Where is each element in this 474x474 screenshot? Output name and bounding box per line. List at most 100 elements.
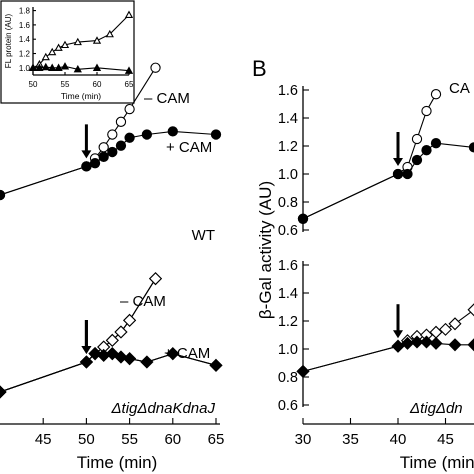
- data-point: [115, 140, 127, 151]
- annotation-1: + CAM: [166, 139, 212, 156]
- annotation-0: – CAM: [120, 293, 166, 310]
- panel-b-y-tick-label: 0.6: [278, 223, 298, 239]
- inset-x-axis-label: Time (min): [61, 91, 101, 101]
- data-point: [296, 364, 310, 378]
- data-point: [421, 105, 432, 117]
- series-line-0: [32, 14, 130, 69]
- data-point: [107, 146, 118, 158]
- panel-a-x-tick-label: 60: [164, 431, 181, 448]
- panel-a-x-tick-label: 65: [208, 431, 225, 448]
- annotation-2: WT: [192, 227, 215, 244]
- data-point: [41, 62, 50, 71]
- data-point: [150, 62, 161, 73]
- inset-x-tick-label: 50: [29, 80, 38, 89]
- data-point: [209, 358, 223, 372]
- annotation-0: CA: [449, 80, 470, 97]
- panel-b-top-chart: 0.6 0.8 1.0 1.2 1.4 1.6 CA: [278, 80, 474, 239]
- data-point: [438, 322, 453, 336]
- arrow-head: [81, 346, 92, 354]
- data-point: [148, 272, 163, 286]
- data-point: [105, 333, 119, 347]
- data-point: [124, 103, 135, 115]
- data-point: [0, 385, 7, 399]
- data-point: [89, 158, 101, 169]
- data-point: [392, 168, 404, 180]
- panel-a-x-tick-label: 55: [121, 431, 138, 448]
- panel-b-y-tick-label: 0.6: [278, 398, 298, 414]
- data-point: [73, 64, 82, 73]
- panel-b-y-tick-label: 1.4: [278, 111, 298, 127]
- data-point: [114, 325, 128, 339]
- data-point: [402, 168, 413, 180]
- annotation-1: + CAM: [164, 345, 210, 362]
- data-point: [448, 338, 462, 352]
- panel-a-x-axis-label: Time (min): [77, 453, 158, 472]
- panel-b-x-tick-label: 30: [295, 431, 312, 448]
- inset-y-tick-label: 1.8: [19, 7, 31, 16]
- data-point: [166, 347, 180, 361]
- panel-a-bottom-chart: – CAM + CAM ΔtigΔdnaKdnaJ 45 50 55 60 65 Time (m…: [0, 272, 225, 472]
- data-point: [79, 355, 93, 369]
- data-point: [448, 317, 462, 331]
- data-point: [167, 126, 178, 137]
- data-point: [419, 335, 434, 349]
- series-line-0: [302, 309, 474, 372]
- panel-b-y-tick-label: 1.2: [278, 139, 298, 155]
- data-point: [467, 338, 474, 352]
- data-point: [41, 52, 50, 61]
- data-point: [124, 66, 134, 74]
- data-point: [54, 63, 63, 71]
- data-point: [60, 40, 70, 49]
- data-point: [48, 63, 57, 71]
- panel-b-x-tick-label: 35: [342, 431, 359, 448]
- data-point: [105, 29, 114, 38]
- panel-a-x-tick-label: 50: [78, 431, 95, 448]
- data-point: [115, 116, 127, 127]
- arrow-head: [393, 158, 403, 166]
- inset-y-tick-label: 1.4: [19, 35, 31, 44]
- series-line-1: [302, 142, 474, 220]
- data-point: [430, 138, 442, 149]
- inset-y-tick-label: 1.0: [19, 64, 31, 73]
- data-point: [124, 132, 135, 143]
- data-point: [92, 63, 102, 71]
- data-point: [114, 350, 128, 364]
- data-point: [124, 10, 134, 18]
- data-point: [60, 62, 70, 70]
- panel-b-y-axis-label: β-Gal activity (AU): [256, 181, 275, 319]
- data-point: [92, 36, 102, 44]
- data-point: [411, 154, 423, 166]
- panel-b-x-tick-label: 40: [390, 431, 407, 448]
- inset-y-axis-label: FL protein (AU): [4, 13, 13, 68]
- inset-y-tick-label: 1.2: [19, 50, 31, 59]
- data-point: [410, 335, 424, 349]
- data-point: [411, 133, 423, 145]
- panel-b-bottom-chart: 0.6 0.8 1.0 1.2 1.4 1.6 30 35 40 45 Time (min) β-Ga…: [256, 181, 474, 472]
- inset-y-tick-label: 1.6: [19, 21, 31, 30]
- panel-a-top-chart: – CAM + CAM WT: [0, 62, 222, 244]
- data-point: [430, 89, 442, 100]
- data-point: [123, 352, 137, 366]
- panel-b-y-tick-label: 1.6: [278, 258, 298, 274]
- data-point: [54, 43, 63, 51]
- data-point: [48, 47, 57, 56]
- inset-frame: [0, 0, 135, 104]
- arrow-head: [81, 150, 92, 159]
- data-point: [429, 325, 443, 339]
- panel-b-y-tick-label: 1.0: [278, 167, 298, 183]
- panel-b-y-tick-label: 0.8: [278, 195, 298, 211]
- inset-x-tick-label: 55: [61, 80, 70, 89]
- panel-b-y-tick-label: 1.0: [278, 342, 298, 358]
- annotation-0: ΔtigΔdn: [409, 400, 463, 417]
- data-point: [123, 313, 137, 327]
- data-point: [468, 142, 474, 153]
- inset-x-tick-label: 60: [93, 80, 102, 89]
- data-point: [429, 336, 443, 350]
- data-point: [81, 161, 92, 172]
- data-point: [297, 213, 309, 224]
- data-point: [35, 63, 44, 71]
- data-point: [98, 151, 109, 162]
- inset-chart: 1.0 1.2 1.4 1.6 1.8 50 55 60 65 FL protein (AU) Ti…: [0, 0, 135, 104]
- panel-b-x-tick-label: 45: [437, 431, 454, 448]
- data-point: [88, 347, 102, 361]
